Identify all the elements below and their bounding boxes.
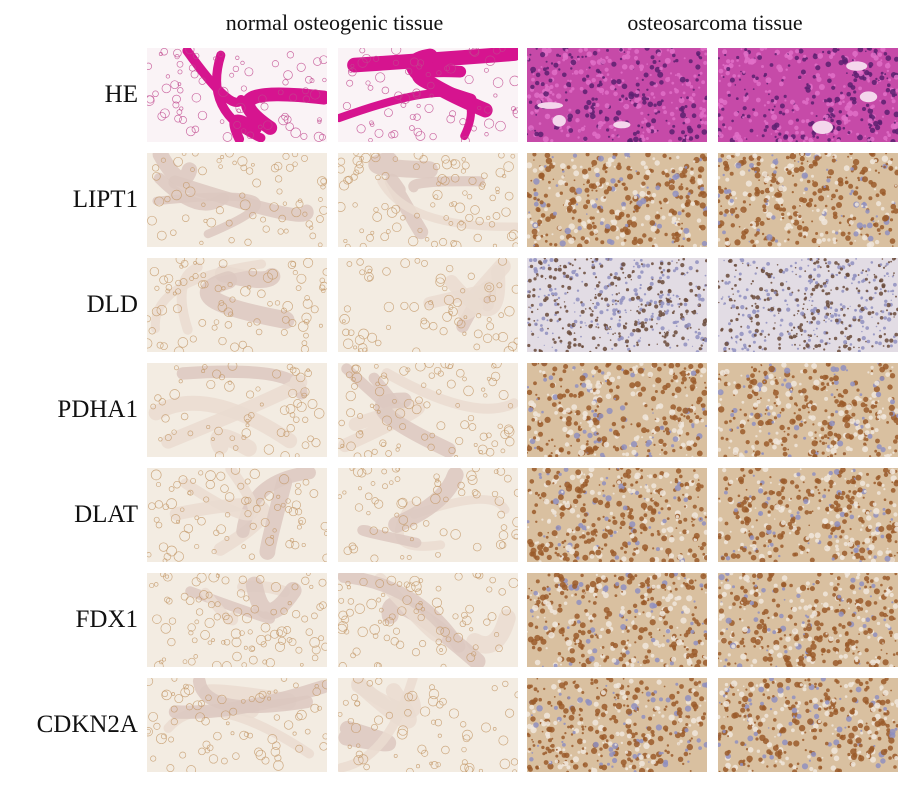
row-label-fdx1: FDX1 xyxy=(75,606,138,633)
micrograph-cdkn2a-osteosarcoma-1 xyxy=(527,678,707,772)
micrograph-he-osteosarcoma-2 xyxy=(718,48,898,142)
micrograph-dld-normal-2 xyxy=(338,258,518,352)
micrograph-dld-osteosarcoma-2 xyxy=(718,258,898,352)
micrograph-dlat-osteosarcoma-1 xyxy=(527,468,707,562)
row-label-dlat: DLAT xyxy=(74,501,138,528)
micrograph-dld-normal-1 xyxy=(147,258,327,352)
micrograph-lipt1-osteosarcoma-1 xyxy=(527,153,707,247)
micrograph-lipt1-normal-1 xyxy=(147,153,327,247)
row-label-pdha1: PDHA1 xyxy=(57,396,138,423)
micrograph-dlat-normal-1 xyxy=(147,468,327,562)
micrograph-pdha1-normal-2 xyxy=(338,363,518,457)
micrograph-fdx1-normal-1 xyxy=(147,573,327,667)
micrograph-pdha1-normal-1 xyxy=(147,363,327,457)
micrograph-fdx1-normal-2 xyxy=(338,573,518,667)
micrograph-fdx1-osteosarcoma-2 xyxy=(718,573,898,667)
row-label-cdkn2a: CDKN2A xyxy=(36,711,138,738)
micrograph-dlat-normal-2 xyxy=(338,468,518,562)
micrograph-cdkn2a-normal-1 xyxy=(147,678,327,772)
row-label-lipt1: LIPT1 xyxy=(72,186,138,213)
micrograph-lipt1-normal-2 xyxy=(338,153,518,247)
column-header-osteosarcoma: osteosarcoma tissue xyxy=(627,10,803,35)
micrograph-he-normal-1 xyxy=(147,48,327,142)
row-label-dld: DLD xyxy=(86,291,138,318)
micrograph-cdkn2a-normal-2 xyxy=(338,678,518,772)
micrograph-dld-osteosarcoma-1 xyxy=(527,258,707,352)
micrograph-pdha1-osteosarcoma-1 xyxy=(527,363,707,457)
micrograph-he-osteosarcoma-1 xyxy=(527,48,707,142)
micrograph-cdkn2a-osteosarcoma-2 xyxy=(718,678,898,772)
row-label-he: HE xyxy=(104,81,138,108)
column-header-normal: normal osteogenic tissue xyxy=(225,10,444,35)
micrograph-dlat-osteosarcoma-2 xyxy=(718,468,898,562)
micrograph-fdx1-osteosarcoma-1 xyxy=(527,573,707,667)
micrograph-lipt1-osteosarcoma-2 xyxy=(718,153,898,247)
micrograph-he-normal-2 xyxy=(338,48,518,142)
micrograph-pdha1-osteosarcoma-2 xyxy=(718,363,898,457)
